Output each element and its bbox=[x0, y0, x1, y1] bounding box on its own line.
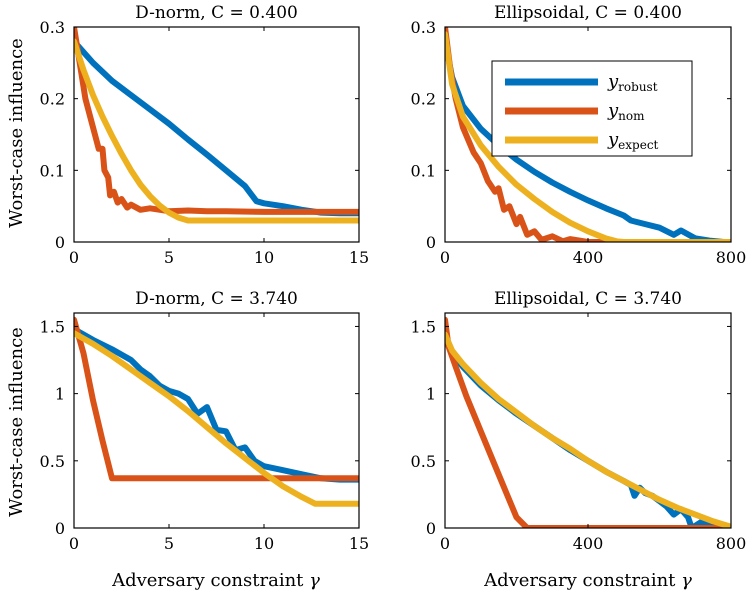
x-tick-label: 5 bbox=[164, 534, 174, 553]
y-tick-label: 1 bbox=[426, 385, 436, 404]
y-tick-label: 0 bbox=[426, 233, 436, 252]
panel-title: D-norm, C = 0.400 bbox=[135, 3, 298, 23]
legend-entry-nom: ynom bbox=[505, 100, 645, 123]
ylabel-top: Worst-case influence bbox=[6, 38, 27, 228]
y-tick-label: 1.5 bbox=[411, 317, 436, 336]
series-line-y-robust bbox=[445, 38, 731, 242]
y-tick-label: 0.2 bbox=[40, 90, 65, 109]
x-tick-label: 10 bbox=[254, 534, 274, 553]
series-line-y-nom bbox=[445, 316, 731, 528]
y-tick-label: 1.5 bbox=[40, 317, 65, 336]
panel-1: 0 5 10 15 0 0.1 0.2 0.3 D-norm, C = 0.400 bbox=[40, 3, 370, 267]
legend-entry-robust: yrobust bbox=[505, 71, 658, 94]
y-tick-label: 0 bbox=[55, 519, 65, 538]
x-tick-label: 10 bbox=[254, 248, 274, 267]
x-tick-label: 15 bbox=[349, 534, 369, 553]
legend-label-nom: ynom bbox=[607, 100, 645, 123]
series-line-y-robust bbox=[74, 326, 359, 483]
panel-4: 0 400 800 0 0.5 1 1.5 Ellipsoidal, C = 3.740 bbox=[411, 289, 747, 553]
axes-frame bbox=[73, 26, 360, 243]
x-tick-label: 0 bbox=[69, 248, 79, 267]
series-line-y-nom bbox=[74, 27, 359, 215]
legend-entry-expect: yexpect bbox=[505, 129, 659, 152]
y-tick-label: 1 bbox=[55, 385, 65, 404]
axes-frame bbox=[444, 312, 732, 529]
x-tick-label: 0 bbox=[440, 534, 450, 553]
axes-frame bbox=[73, 312, 360, 529]
series-line-y-robust bbox=[74, 38, 359, 217]
legend-label-robust: yrobust bbox=[607, 71, 658, 94]
legend: yrobust ynom yexpect bbox=[491, 60, 693, 157]
x-tick-label: 15 bbox=[349, 248, 369, 267]
y-tick-label: 0.2 bbox=[411, 90, 436, 109]
series-line-y-nom bbox=[445, 27, 731, 242]
panel-3: 0 5 10 15 0 0.5 1 1.5 D-norm, C = 3.740 bbox=[40, 289, 370, 553]
y-tick-label: 0.3 bbox=[40, 18, 65, 37]
series-line-y-expect bbox=[74, 330, 359, 507]
y-tick-label: 0.1 bbox=[411, 161, 436, 180]
xlabel-left: Adversary constraint γ bbox=[111, 570, 320, 591]
y-tick-label: 0.5 bbox=[40, 452, 65, 471]
xlabel-right: Adversary constraint γ bbox=[483, 570, 692, 591]
x-tick-label: 800 bbox=[716, 534, 747, 553]
y-tick-label: 0.3 bbox=[411, 18, 436, 37]
x-tick-label: 400 bbox=[573, 248, 604, 267]
series-line-y-expect bbox=[74, 38, 359, 224]
x-tick-label: 400 bbox=[573, 534, 604, 553]
panel-2: 0 400 800 0 0.1 0.2 0.3 Ellipsoidal, C = 0.400 bbox=[411, 3, 747, 267]
panel-title: Ellipsoidal, C = 3.740 bbox=[494, 289, 682, 309]
series-line-y-expect bbox=[445, 31, 731, 242]
legend-label-expect: yexpect bbox=[607, 129, 659, 152]
y-tick-label: 0 bbox=[426, 519, 436, 538]
x-tick-label: 800 bbox=[716, 248, 747, 267]
x-tick-label: 0 bbox=[69, 534, 79, 553]
panel-title: D-norm, C = 3.740 bbox=[135, 289, 298, 309]
panel-title: Ellipsoidal, C = 0.400 bbox=[494, 3, 682, 23]
y-tick-label: 0 bbox=[55, 233, 65, 252]
y-tick-label: 0.5 bbox=[411, 452, 436, 471]
x-tick-label: 0 bbox=[440, 248, 450, 267]
series-line-y-expect bbox=[445, 331, 731, 528]
y-tick-label: 0.1 bbox=[40, 161, 65, 180]
series-line-y-robust bbox=[445, 330, 731, 528]
x-tick-label: 5 bbox=[164, 248, 174, 267]
series-line-y-nom bbox=[74, 316, 359, 482]
ylabel-bottom: Worst-case influence bbox=[6, 327, 27, 517]
